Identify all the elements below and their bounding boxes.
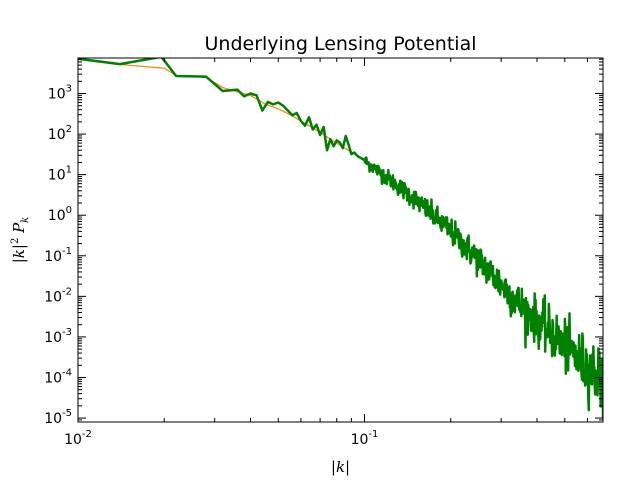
chart-title: Underlying Lensing Potential: [205, 33, 477, 55]
y-tick-label: 102: [48, 124, 72, 143]
y-tick-label: 10-1: [44, 246, 72, 265]
y-axis-label: |k|2 Pk: [10, 217, 31, 264]
y-tick-label: 10-3: [44, 327, 72, 346]
y-tick-label: 101: [48, 165, 72, 184]
plot-frame: [77, 57, 604, 423]
axis-ticks: 10-2 10-1 103 102 101 100 10-1 10-2 10-3 10-4 10-5: [44, 58, 603, 448]
series-line-2: [78, 58, 603, 419]
x-tick-label: 10-1: [351, 429, 379, 448]
y-tick-label: 10-4: [44, 367, 72, 386]
y-tick-label: 103: [48, 84, 72, 103]
y-tick-label: 10-5: [44, 408, 72, 427]
y-tick-label: 100: [48, 205, 72, 224]
plot-area: [78, 58, 603, 419]
x-tick-label: 10-2: [64, 429, 92, 448]
y-tick-label: 10-2: [44, 286, 72, 305]
x-axis-label: |k|: [331, 458, 350, 476]
